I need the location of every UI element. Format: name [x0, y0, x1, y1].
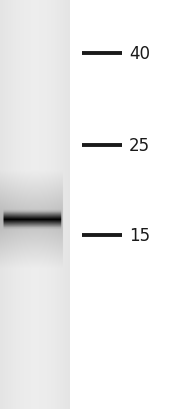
Text: 40: 40	[129, 45, 150, 63]
Text: 15: 15	[129, 226, 150, 244]
Text: 25: 25	[129, 136, 150, 154]
